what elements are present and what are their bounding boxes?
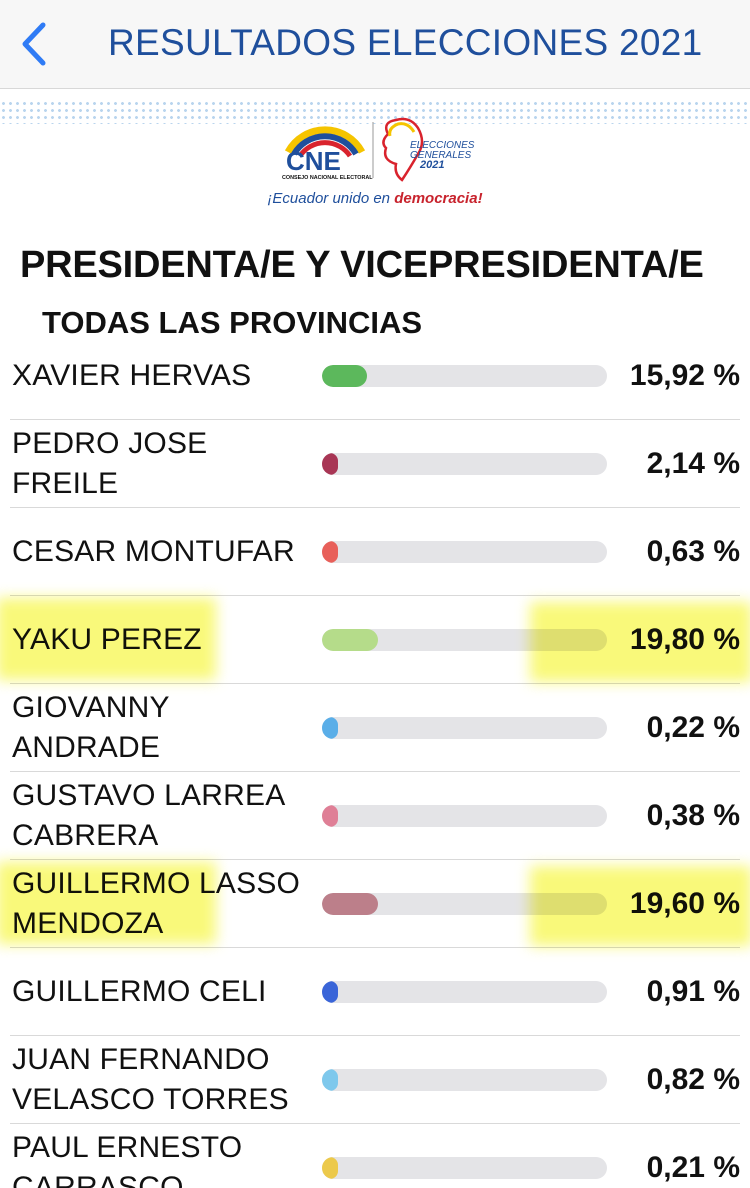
candidate-percentage: 0,82 % xyxy=(646,1062,740,1096)
candidate-row[interactable]: GUILLERMO LASSO MENDOZA 19,60 % xyxy=(0,860,750,948)
candidate-row[interactable]: PEDRO JOSE FREILE 2,14 % xyxy=(10,420,740,508)
candidate-name: GUILLERMO CELI xyxy=(12,974,267,1008)
cne-logo: CNE CONSEJO NACIONAL ELECTORAL ELECCIONE… xyxy=(270,112,490,212)
section-subtitle: TODAS LAS PROVINCIAS xyxy=(42,305,423,340)
candidate-row[interactable]: YAKU PEREZ 19,80 % xyxy=(0,596,750,684)
section-title: PRESIDENTA/E Y VICEPRESIDENTA/E xyxy=(20,244,704,286)
candidate-percentage: 15,92 % xyxy=(629,358,740,392)
slogan: ¡Ecuador unido en democracia! xyxy=(267,190,483,207)
page-title: RESULTADOS ELECCIONES 2021 xyxy=(108,22,703,63)
dotted-divider xyxy=(0,100,750,124)
candidate-name: GIOVANNY ANDRADE xyxy=(12,690,170,764)
candidate-name: JUAN FERNANDO VELASCO TORRES xyxy=(12,1042,289,1116)
vote-bar-track xyxy=(322,893,607,915)
svg-text:ELECCIONES: ELECCIONES xyxy=(410,140,475,151)
vote-bar-track xyxy=(322,629,607,651)
vote-bar-track xyxy=(322,1069,607,1091)
svg-text:CONSEJO NACIONAL ELECTORAL: CONSEJO NACIONAL ELECTORAL xyxy=(282,175,373,181)
vote-bar-track xyxy=(322,1157,607,1179)
vote-bar-fill xyxy=(322,717,338,739)
candidate-row[interactable]: GUSTAVO LARREA CABRERA 0,38 % xyxy=(10,772,740,860)
candidate-percentage: 0,91 % xyxy=(646,974,740,1008)
vote-bar-track xyxy=(322,541,607,563)
vote-bar-track xyxy=(322,365,607,387)
vote-bar-fill xyxy=(322,805,338,827)
candidate-name: YAKU PEREZ xyxy=(12,622,202,656)
chevron-left-icon xyxy=(22,22,46,66)
candidate-row[interactable]: XAVIER HERVAS 15,92 % xyxy=(10,352,740,420)
candidate-row[interactable]: CESAR MONTUFAR 0,63 % xyxy=(10,508,740,596)
vote-bar-fill xyxy=(322,453,338,475)
svg-text:GENERALES: GENERALES xyxy=(410,150,471,161)
vote-bar-track xyxy=(322,805,607,827)
vote-bar-fill xyxy=(322,629,379,651)
candidate-percentage: 0,22 % xyxy=(646,710,740,744)
vote-bar-fill xyxy=(322,1069,338,1091)
candidate-row[interactable]: PAUL ERNESTO CARRASCO 0,21 % xyxy=(10,1124,740,1188)
back-button[interactable] xyxy=(14,18,54,70)
vote-bar-fill xyxy=(322,365,368,387)
candidate-percentage: 2,14 % xyxy=(646,446,740,480)
svg-text:2021: 2021 xyxy=(419,159,444,171)
candidate-name: PAUL ERNESTO CARRASCO xyxy=(12,1130,243,1188)
vote-bar-track xyxy=(322,453,607,475)
vote-bar-fill xyxy=(322,893,378,915)
candidate-percentage: 0,21 % xyxy=(646,1150,740,1184)
candidate-name: XAVIER HERVAS xyxy=(12,358,252,392)
vote-bar-fill xyxy=(322,981,338,1003)
vote-bar-fill xyxy=(322,541,338,563)
navigation-bar: RESULTADOS ELECCIONES 2021 xyxy=(0,0,750,89)
candidate-percentage: 0,38 % xyxy=(646,798,740,832)
candidate-row[interactable]: JUAN FERNANDO VELASCO TORRES 0,82 % xyxy=(10,1036,740,1124)
candidate-percentage: 19,60 % xyxy=(629,886,740,920)
candidate-row[interactable]: GUILLERMO CELI 0,91 % xyxy=(10,948,740,1036)
results-list[interactable]: XAVIER HERVAS 15,92 % PEDRO JOSE FREILE 2,1… xyxy=(0,352,750,1188)
candidate-name: PEDRO JOSE FREILE xyxy=(12,426,208,500)
candidate-name: GUSTAVO LARREA CABRERA xyxy=(12,778,284,852)
svg-text:CNE: CNE xyxy=(286,146,341,176)
candidate-row[interactable]: GIOVANNY ANDRADE 0,22 % xyxy=(10,684,740,772)
results-rows: XAVIER HERVAS 15,92 % PEDRO JOSE FREILE 2,1… xyxy=(0,352,750,1188)
vote-bar-fill xyxy=(322,1157,338,1179)
vote-bar-track xyxy=(322,717,607,739)
candidate-name: GUILLERMO LASSO MENDOZA xyxy=(12,866,301,940)
vote-bar-track xyxy=(322,981,607,1003)
candidate-name: CESAR MONTUFAR xyxy=(12,534,295,568)
candidate-percentage: 19,80 % xyxy=(629,622,740,656)
ecuador-map-icon xyxy=(382,117,424,182)
cne-emblem: CNE CONSEJO NACIONAL ELECTORAL xyxy=(282,126,373,181)
candidate-percentage: 0,63 % xyxy=(646,534,740,568)
